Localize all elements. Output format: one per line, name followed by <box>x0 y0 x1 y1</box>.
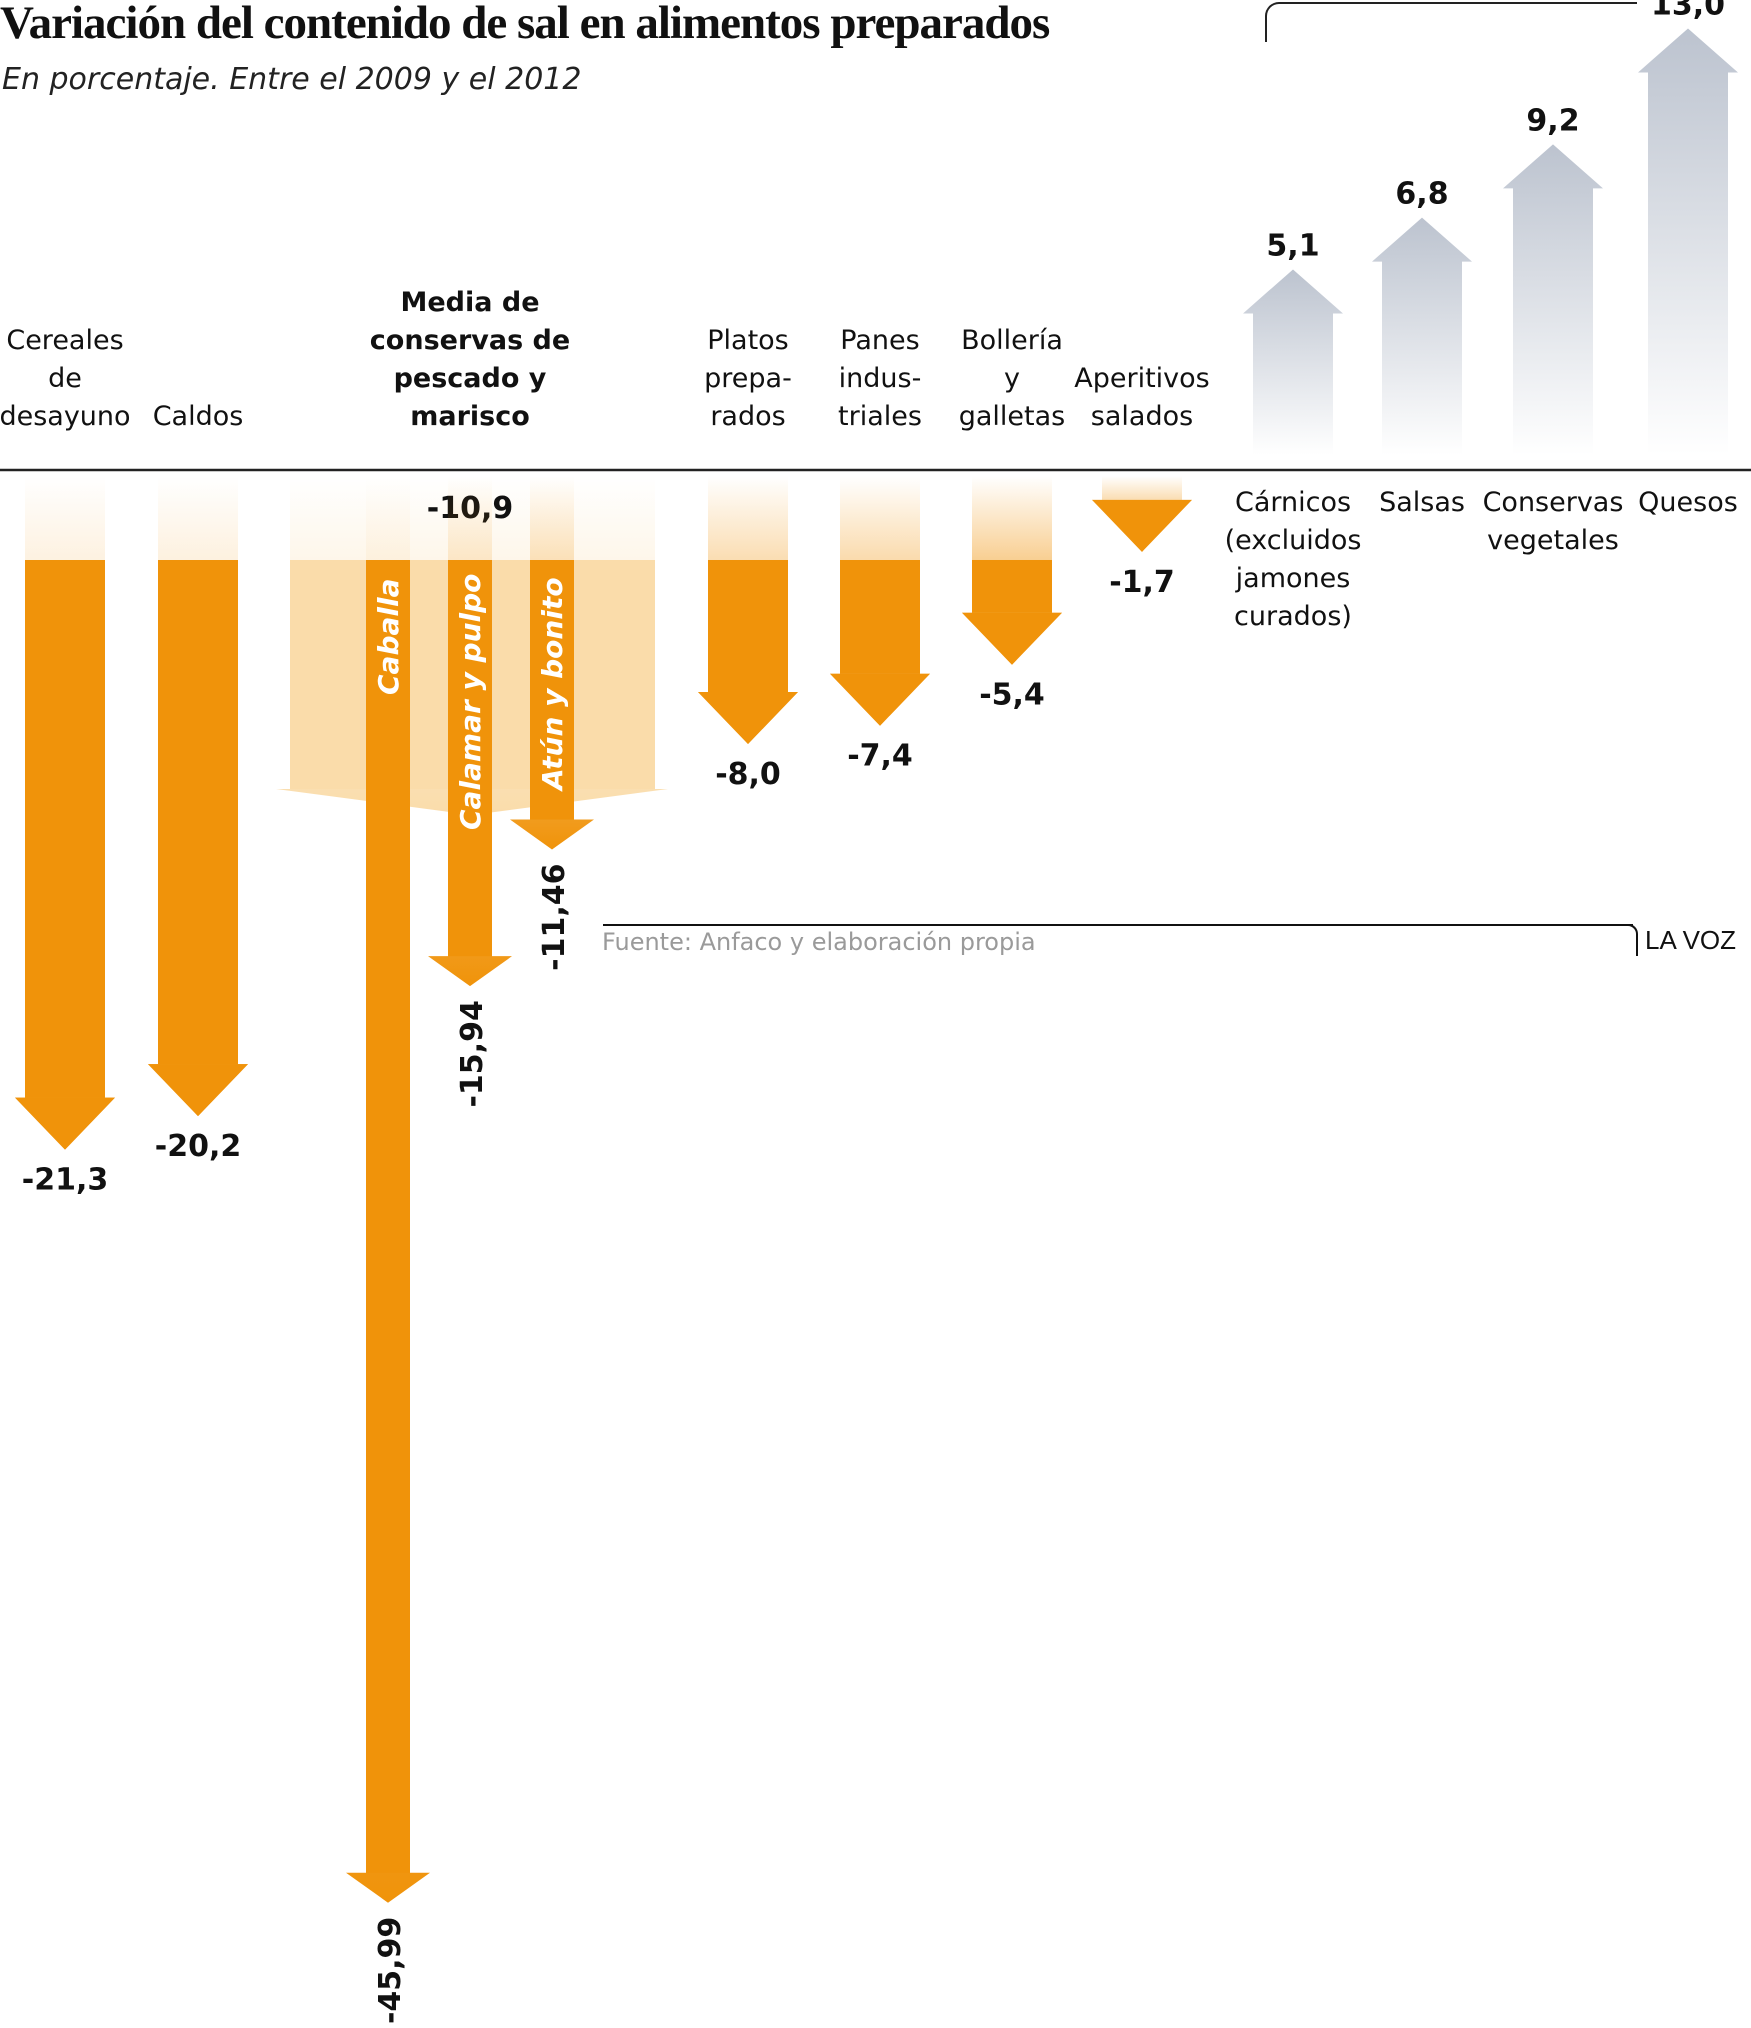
arrow-head <box>15 1097 115 1150</box>
category-label-line: indus- <box>838 363 922 394</box>
arrow-head <box>148 1064 248 1117</box>
category-label: Conservas vegetales <box>1483 484 1624 560</box>
breakdown-label: Caballa <box>372 579 405 695</box>
category-label-line: Caldos <box>152 401 244 432</box>
arrow-head <box>962 612 1062 665</box>
value-label: -5,4 <box>979 678 1045 713</box>
category-label-line: Cárnicos <box>1234 487 1352 518</box>
arrow-positive <box>1638 28 1738 455</box>
category-label: Platos prepa-rados <box>704 322 792 436</box>
category-label-line: y <box>1004 363 1020 394</box>
category-label-line: Quesos <box>1638 487 1738 518</box>
brand-label: LA VOZ <box>1645 925 1737 955</box>
footer-rule-hook <box>1628 924 1638 956</box>
category-label-line: rados <box>710 401 786 432</box>
value-label-breakdown: -45,99 <box>373 1917 408 2024</box>
category-label: Aperitivos salados <box>1074 360 1209 436</box>
arrow-shaft-solid <box>158 560 238 1065</box>
category-label: Cereales de desayuno <box>0 322 131 436</box>
arrow-shaft-solid <box>25 560 105 1098</box>
arrow-shaft-solid <box>530 560 574 820</box>
arrow-shaft-solid <box>448 560 492 957</box>
breakdown-label: Calamar y pulpo <box>454 574 487 830</box>
title-bracket-decoration <box>1265 2 1637 42</box>
category-label-line: triales <box>838 401 922 432</box>
value-label: 6,8 <box>1395 177 1448 212</box>
category-label-line: Panes <box>840 325 920 356</box>
category-label-line: desayuno <box>0 401 131 432</box>
arrow-shaft-solid <box>708 560 788 692</box>
value-label: 13,0 <box>1651 0 1725 23</box>
value-label: -8,0 <box>715 757 781 792</box>
category-label-line: Salsas <box>1379 487 1465 518</box>
category-label-line: salados <box>1090 401 1194 432</box>
category-label-line: (excluidos <box>1224 525 1362 556</box>
chart-subtitle: En porcentaje. Entre el 2009 y el 2012 <box>2 62 582 97</box>
arrow-head <box>1092 499 1192 552</box>
arrow-positive <box>1372 217 1472 455</box>
value-label-breakdown: -15,94 <box>455 1000 490 1107</box>
value-label: -7,4 <box>847 739 913 774</box>
arrow-positive <box>1243 269 1343 455</box>
arrow-head <box>698 692 798 744</box>
category-label: Panes indus-triales <box>838 322 922 436</box>
category-label-line: Cereales <box>6 325 124 356</box>
arrow-positive <box>1503 144 1603 455</box>
category-label-line: de <box>48 363 82 394</box>
category-label-line: conservas de <box>369 325 571 356</box>
breakdown-label: Atún y bonito <box>536 577 569 792</box>
arrow-shaft-solid <box>972 560 1052 613</box>
category-label-line: marisco <box>410 401 530 432</box>
arrow-shaft-solid <box>366 560 410 1873</box>
category-label-line: Bollería <box>961 325 1063 356</box>
category-label-line: pescado y <box>393 363 547 394</box>
category-label-line: prepa- <box>704 363 792 394</box>
category-label-line: Media de <box>400 287 540 318</box>
value-label: 5,1 <box>1266 228 1319 263</box>
value-label: 9,2 <box>1526 103 1579 138</box>
category-label-line: curados) <box>1234 601 1352 632</box>
value-label-breakdown: -11,46 <box>537 864 572 971</box>
category-label: Bollería y galletas <box>959 322 1066 436</box>
category-label-line: Conservas <box>1482 487 1624 518</box>
arrow-shaft-solid <box>840 560 920 674</box>
category-label-line: jamones <box>1235 563 1351 594</box>
category-label: Salsas <box>1379 484 1465 522</box>
arrow-head <box>830 673 930 726</box>
category-label: Caldos <box>153 398 244 436</box>
value-label: -1,7 <box>1109 565 1175 600</box>
category-label: Cárnicos (excluidos jamones curados) <box>1225 484 1362 636</box>
category-label: Media de conservas de pescado y marisco <box>370 284 570 436</box>
category-label-line: galletas <box>958 401 1066 432</box>
category-label-line: Platos <box>707 325 789 356</box>
chart-title: Variación del contenido de sal en alimen… <box>0 0 1050 49</box>
value-label: -20,2 <box>155 1129 241 1164</box>
value-label: -21,3 <box>22 1163 108 1198</box>
source-note: Fuente: Anfaco y elaboración propia <box>602 928 1036 956</box>
category-label-line: vegetales <box>1487 525 1619 556</box>
footer-rule <box>603 924 1633 926</box>
category-label-line: Aperitivos <box>1074 363 1210 394</box>
category-label: Quesos <box>1638 484 1738 522</box>
